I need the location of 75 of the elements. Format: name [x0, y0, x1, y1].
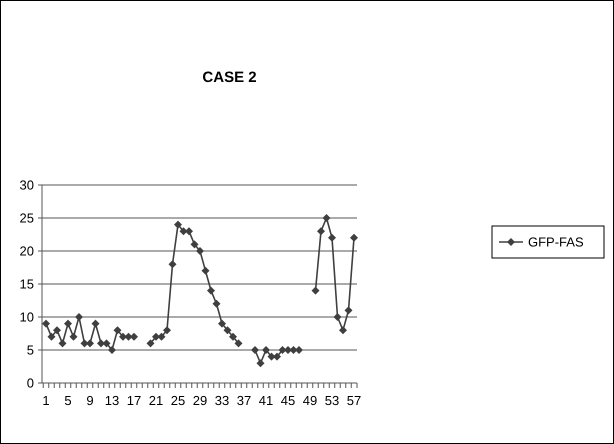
point — [75, 313, 83, 321]
point — [70, 332, 78, 341]
x-tick-label: 21 — [148, 393, 164, 408]
x-tick-label: 57 — [346, 393, 362, 408]
point — [114, 326, 122, 334]
point — [262, 346, 270, 354]
y-tick-label: 25 — [20, 210, 34, 226]
x-tick-label: 49 — [302, 393, 318, 408]
point — [273, 352, 281, 361]
y-tick-label: 15 — [20, 276, 34, 292]
point — [102, 339, 110, 348]
x-tick-label: 53 — [324, 393, 340, 408]
point — [284, 346, 292, 354]
point — [86, 339, 94, 348]
x-tick-label: 1 — [42, 393, 50, 408]
point — [339, 326, 347, 334]
point — [152, 332, 160, 341]
x-tick-label: 33 — [214, 393, 230, 408]
point — [322, 214, 330, 222]
point — [229, 332, 237, 341]
point — [350, 234, 358, 242]
point — [64, 320, 72, 328]
y-tick-label: 10 — [20, 310, 34, 325]
point — [180, 227, 188, 236]
point — [290, 346, 298, 354]
point — [312, 286, 320, 295]
point — [190, 240, 198, 248]
point — [278, 346, 286, 354]
point — [146, 339, 154, 348]
point — [168, 260, 176, 268]
point — [196, 247, 204, 255]
point — [97, 339, 105, 348]
y-tick-label: 30 — [20, 178, 34, 193]
point — [202, 266, 210, 275]
point — [124, 332, 132, 341]
x-tick-label: 17 — [126, 393, 142, 408]
chart-title: CASE 2 — [202, 69, 257, 86]
point — [334, 313, 342, 321]
point — [328, 234, 336, 242]
point — [80, 339, 88, 348]
point — [218, 320, 226, 328]
x-tick-label: 13 — [104, 393, 120, 408]
point — [224, 326, 232, 334]
point — [185, 227, 193, 236]
point — [92, 320, 100, 328]
y-tick-label: 20 — [20, 244, 34, 259]
x-tick-label: 29 — [192, 393, 208, 408]
point — [251, 346, 259, 354]
point — [344, 306, 352, 314]
x-tick-label: 45 — [280, 393, 296, 408]
point — [234, 339, 242, 348]
y-tick-label: 0 — [26, 376, 34, 391]
point — [158, 332, 166, 341]
point — [130, 332, 138, 341]
point — [53, 326, 61, 334]
x-tick-label: 41 — [258, 393, 274, 408]
x-tick-label: 37 — [236, 393, 252, 408]
point — [317, 227, 325, 236]
point — [108, 346, 116, 354]
x-tick-label: 5 — [64, 393, 72, 408]
point — [212, 300, 220, 308]
point — [295, 346, 303, 354]
point — [256, 359, 264, 368]
point — [174, 220, 182, 229]
x-tick-label: 9 — [86, 393, 94, 408]
legend-label: GFP-FAS — [528, 234, 584, 250]
x-tick-label: 25 — [170, 393, 186, 408]
point — [268, 352, 276, 361]
y-tick-label: 5 — [26, 342, 34, 358]
point — [42, 320, 50, 328]
point — [58, 339, 66, 348]
point — [163, 326, 171, 334]
point — [48, 332, 56, 341]
point — [207, 286, 215, 295]
point — [119, 332, 127, 341]
